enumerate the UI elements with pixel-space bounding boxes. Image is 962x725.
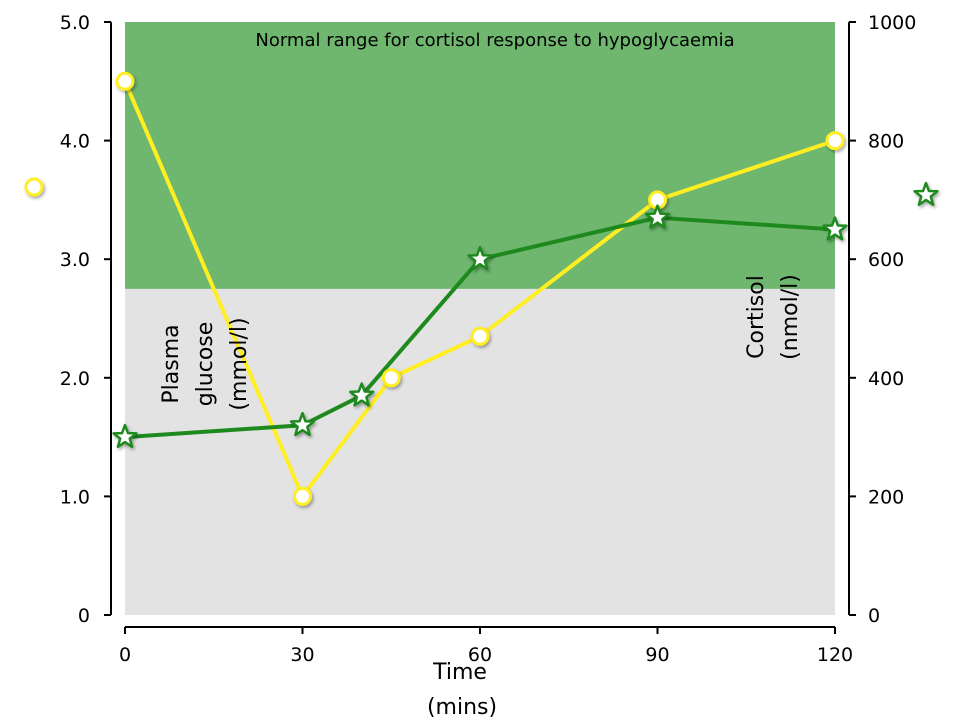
glucose-point	[825, 131, 845, 151]
x-title: Time (mins)	[427, 660, 497, 720]
cortisol-point	[289, 411, 316, 437]
x-tick-label: 120	[817, 644, 853, 666]
y-right-title: Cortisol (nmol/l)	[744, 274, 803, 360]
cortisol-series-line	[124, 215, 836, 440]
y-right-tick-label: 600	[868, 249, 904, 271]
cortisol-legend-marker	[913, 181, 939, 206]
y-right-tick-label: 400	[868, 368, 904, 390]
y-left-title-line3: (mmol/l)	[227, 317, 252, 410]
y-left-tick-label: 0	[78, 605, 90, 627]
y-left-tick-label: 1.0	[60, 486, 90, 508]
y-left-tick-label: 4.0	[60, 131, 90, 153]
y-right-tick-label: 800	[868, 131, 904, 153]
x-title-line1: Time	[432, 660, 487, 685]
y-left-tick-label: 5.0	[60, 12, 90, 34]
y-left-tick-label: 2.0	[60, 368, 90, 390]
glucose-point	[381, 368, 401, 388]
cortisol-line-path	[124, 215, 836, 440]
y-left-title: Plasma glucose (mmol/l)	[159, 317, 252, 410]
y-right-title-line1: Cortisol	[744, 275, 769, 359]
y-right-title-line2: (nmol/l)	[778, 274, 803, 360]
y-left-title-line2: glucose	[193, 322, 218, 407]
normal-range-label: Normal range for cortisol response to hy…	[255, 30, 734, 51]
cortisol-series-markers	[112, 204, 848, 449]
x-tick-label: 0	[119, 644, 131, 666]
glucose-point	[115, 71, 135, 91]
glucose-point	[293, 486, 312, 506]
cortisol-point	[349, 382, 375, 407]
x-tick-label: 60	[468, 644, 492, 666]
cortisol-point	[822, 216, 848, 241]
ticks: 0 1.0 2.0 3.0 4.0 5.0 0 200 400 600 800 1000 0 30 60 90…	[60, 12, 917, 666]
y-left-tick-label: 3.0	[60, 249, 90, 271]
x-tick-label: 90	[645, 644, 669, 666]
y-right-tick-label: 0	[868, 605, 880, 627]
glucose-series-markers	[115, 71, 845, 506]
y-right-tick-label: 1000	[868, 12, 916, 34]
y-right-tick-label: 200	[868, 486, 904, 508]
x-tick-label: 30	[290, 644, 314, 666]
cortisol-point	[112, 423, 138, 449]
glucose-legend-marker	[24, 177, 44, 197]
normal-range-band	[125, 22, 835, 289]
x-title-line2: (mins)	[427, 695, 497, 720]
cortisol-point	[467, 245, 493, 271]
cortisol-legend-star	[913, 181, 939, 206]
cortisol-point	[644, 204, 671, 229]
glucose-point	[470, 326, 490, 346]
y-left-title-line1: Plasma	[159, 324, 184, 403]
